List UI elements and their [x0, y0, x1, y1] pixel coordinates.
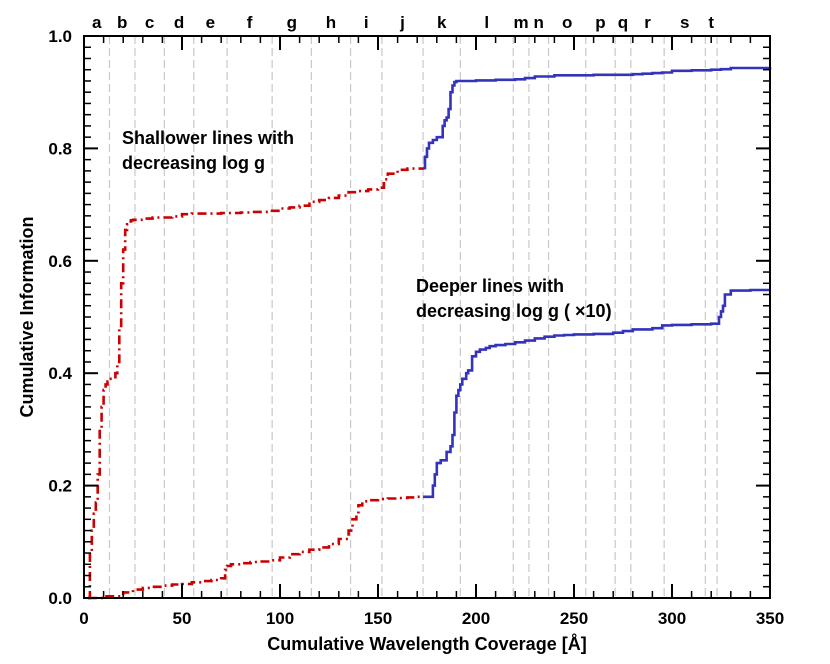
x-tick-label: 50	[173, 609, 192, 628]
series-line-1	[423, 66, 772, 170]
annotation-shallower-line1: Shallower lines with	[122, 128, 294, 148]
region-label: h	[326, 13, 336, 32]
annotation-deeper-line2: decreasing log g ( ×10)	[416, 301, 612, 321]
region-label: f	[247, 13, 253, 32]
y-axis-title: Cumulative Information	[17, 216, 37, 417]
region-label: s	[680, 13, 689, 32]
x-tick-label: 100	[266, 609, 294, 628]
axis-tick-labels: 0 50 100 150 200 250 300 350 0.0 0.2 0.4 0.6 0.8 1.0	[48, 27, 784, 628]
region-label: q	[618, 13, 628, 32]
x-axis-title: Cumulative Wavelength Coverage [Å]	[267, 634, 586, 654]
region-label: o	[562, 13, 572, 32]
region-label: i	[364, 13, 369, 32]
region-label: g	[287, 13, 297, 32]
annotation-deeper-line1: Deeper lines with	[416, 276, 564, 296]
region-label: l	[484, 13, 489, 32]
y-tick-label: 0.2	[48, 477, 72, 496]
series-line-3	[423, 288, 770, 499]
region-gridlines	[108, 36, 718, 598]
series-layer	[87, 66, 772, 600]
y-tick-label: 1.0	[48, 27, 72, 46]
x-tick-label: 250	[560, 609, 588, 628]
region-label: r	[644, 13, 651, 32]
region-label: e	[206, 13, 215, 32]
x-tick-label: 0	[79, 609, 88, 628]
region-label: t	[708, 13, 714, 32]
region-label: j	[399, 13, 405, 32]
region-label: a	[92, 13, 102, 32]
y-tick-label: 0.6	[48, 252, 72, 271]
annotation-shallower-line2: decreasing log g	[122, 153, 265, 173]
region-label: b	[117, 13, 127, 32]
region-label: m	[514, 13, 529, 32]
series-line-2	[87, 495, 424, 600]
region-label: k	[437, 13, 447, 32]
region-label: p	[595, 13, 605, 32]
y-tick-label: 0.8	[48, 139, 72, 158]
region-label: n	[534, 13, 544, 32]
y-tick-label: 0.0	[48, 589, 72, 608]
x-tick-label: 150	[364, 609, 392, 628]
x-tick-label: 350	[756, 609, 784, 628]
axis-ticks	[83, 35, 771, 599]
x-tick-label: 300	[658, 609, 686, 628]
region-label: d	[174, 13, 184, 32]
x-tick-label: 200	[462, 609, 490, 628]
series-line-0	[87, 167, 425, 600]
y-tick-label: 0.4	[48, 364, 72, 383]
region-label: c	[145, 13, 154, 32]
